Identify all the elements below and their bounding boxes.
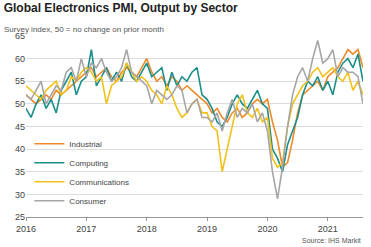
svg-text:2017: 2017 xyxy=(76,224,96,234)
svg-text:2018: 2018 xyxy=(137,224,157,234)
svg-text:30: 30 xyxy=(15,190,25,200)
svg-text:2019: 2019 xyxy=(197,224,217,234)
svg-text:25: 25 xyxy=(15,212,25,222)
svg-text:2016: 2016 xyxy=(16,224,36,234)
svg-text:2020: 2020 xyxy=(257,224,277,234)
svg-text:65: 65 xyxy=(15,31,25,41)
svg-text:Global Electronics PMI, Output: Global Electronics PMI, Output by Sector xyxy=(4,1,238,15)
svg-text:Consumer: Consumer xyxy=(69,197,106,206)
svg-text:55: 55 xyxy=(15,76,25,86)
svg-text:Source: IHS Markit: Source: IHS Markit xyxy=(302,237,361,244)
svg-text:50: 50 xyxy=(15,99,25,109)
svg-text:Survey index, 50 = no change o: Survey index, 50 = no change on prior mo… xyxy=(4,25,164,34)
svg-text:60: 60 xyxy=(15,54,25,64)
svg-text:Industrial: Industrial xyxy=(69,140,102,149)
svg-text:45: 45 xyxy=(15,122,25,132)
svg-text:40: 40 xyxy=(15,144,25,154)
svg-text:35: 35 xyxy=(15,167,25,177)
svg-text:Communications: Communications xyxy=(69,178,129,187)
svg-text:2021: 2021 xyxy=(318,224,338,234)
svg-text:Computing: Computing xyxy=(69,159,108,168)
